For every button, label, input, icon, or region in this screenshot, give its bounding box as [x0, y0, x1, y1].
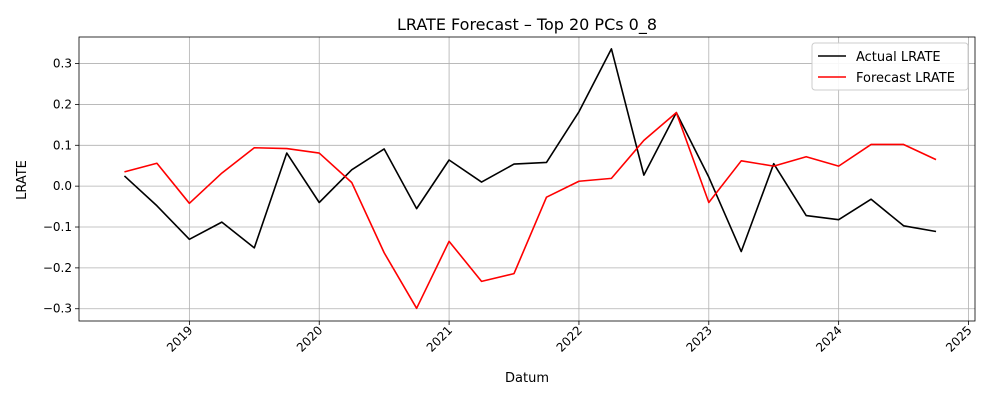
legend-label-actual: Actual LRATE: [856, 50, 941, 65]
y-tick-label: 0.3: [53, 57, 72, 71]
legend-box: [811, 42, 969, 91]
plot-frame: [78, 36, 976, 322]
y-axis-label: LRATE: [15, 160, 30, 200]
y-tick-label: 0.2: [53, 97, 72, 111]
y-tick-label: −0.2: [43, 261, 72, 275]
series-line-forecast: [124, 111, 937, 310]
y-tick-label: −0.3: [43, 302, 72, 316]
y-axis: −0.3 −0.2 −0.1 0.0 0.1 0.2 0.3: [43, 57, 79, 316]
series-line-actual: [123, 48, 937, 253]
chart-title: LRATE Forecast – Top 20 PCs 0_8: [397, 15, 657, 35]
y-tick-label: −0.1: [43, 220, 72, 234]
y-tick-label: 0.0: [53, 179, 72, 193]
y-tick-label: 0.1: [53, 138, 72, 152]
legend-label-forecast: Forecast LRATE: [856, 71, 955, 86]
legend: Actual LRATE Forecast LRATE: [811, 42, 969, 91]
x-axis-label: Datum: [505, 371, 549, 386]
series-layer: [123, 48, 937, 310]
